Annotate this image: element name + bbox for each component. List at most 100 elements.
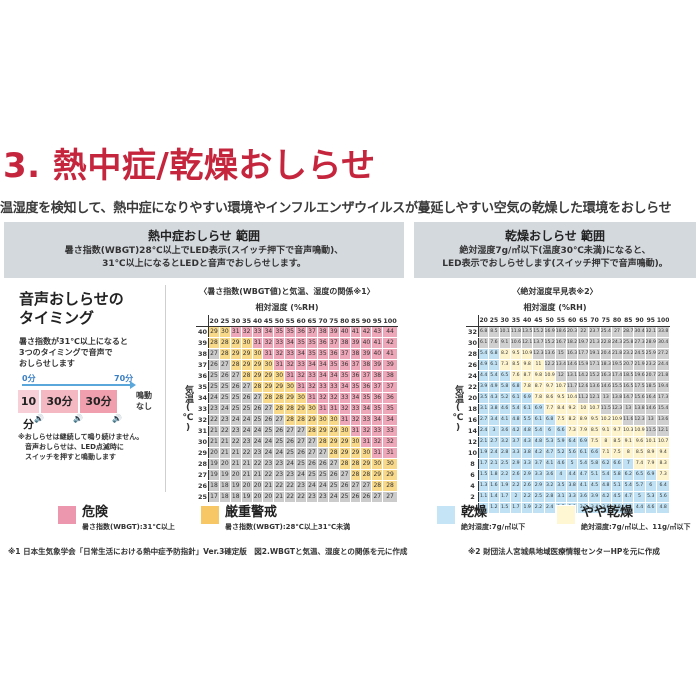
table-cell: 35 bbox=[306, 348, 318, 360]
table-cell: 4.5 bbox=[610, 491, 624, 503]
table-cell: 28 bbox=[349, 458, 362, 470]
humidity-header: 30 bbox=[498, 315, 511, 327]
table-cell: 3.4 bbox=[488, 414, 500, 426]
table-cell: 28 bbox=[316, 436, 329, 448]
table-cell: 35 bbox=[316, 348, 329, 360]
table-cell: 36 bbox=[371, 392, 384, 404]
table-cell: 37 bbox=[338, 348, 351, 360]
humidity-header: 55 bbox=[554, 315, 568, 327]
table-cell: 12.6 bbox=[577, 381, 590, 393]
table-cell: 3.6 bbox=[577, 491, 590, 503]
table-cell: 35 bbox=[327, 359, 340, 371]
legend-danger-label: 危険 bbox=[82, 505, 109, 520]
table-cell: 16.4 bbox=[644, 392, 657, 404]
timeline-box-1: 10分 bbox=[18, 390, 40, 431]
dry-panel-title: 乾燥おしらせ 範囲 bbox=[505, 229, 605, 243]
table-cell: 10.4 bbox=[565, 392, 579, 404]
table-cell: 20.3 bbox=[565, 326, 579, 338]
table-cell: 4.4 bbox=[565, 469, 579, 481]
table-cell: 28.9 bbox=[644, 337, 657, 349]
table-cell: 32 bbox=[295, 370, 308, 382]
table-cell: 27 bbox=[273, 414, 286, 426]
table-cell: 26 bbox=[273, 425, 286, 437]
table-cell: 22 bbox=[262, 469, 275, 481]
table-cell: 21 bbox=[229, 447, 242, 459]
table-cell: 38 bbox=[338, 337, 351, 349]
table-cell: 32 bbox=[316, 392, 329, 404]
temperature-header: 6 bbox=[466, 469, 479, 481]
table-cell: 23.2 bbox=[644, 359, 657, 371]
table-cell: 13.8 bbox=[633, 403, 646, 415]
table-cell: 2.4 bbox=[543, 502, 556, 514]
table-cell: 29 bbox=[338, 436, 351, 448]
humidity-header: 25 bbox=[218, 315, 231, 327]
table-cell: 7.1 bbox=[599, 447, 612, 459]
table-row: 32 6.8 8.5 10.1 11.8 13.5 15.2 16.9 18.6 20.3 22 23… bbox=[466, 326, 671, 338]
table-cell: 19.6 bbox=[633, 370, 646, 382]
humidity-header: 65 bbox=[306, 315, 318, 327]
table-cell: 28 bbox=[284, 403, 297, 415]
table-cell: 30 bbox=[360, 447, 373, 459]
table-cell: 18.3 bbox=[599, 359, 612, 371]
table-cell: 2.8 bbox=[498, 447, 511, 459]
table-cell: 7 bbox=[622, 458, 635, 470]
table-cell: 2.9 bbox=[532, 480, 545, 492]
table-cell: 4.8 bbox=[532, 436, 545, 448]
temperature-header: 10 bbox=[466, 447, 479, 459]
table-cell: 33 bbox=[251, 326, 264, 338]
heat-panel-desc-2: 31℃以上になるとLEDと音声でおしらせします。 bbox=[102, 259, 306, 269]
table-cell: 6.1 bbox=[509, 392, 523, 404]
table-cell: 7.9 bbox=[577, 425, 590, 437]
table-cell: 7.5 bbox=[610, 447, 624, 459]
table-cell: 27 bbox=[262, 403, 275, 415]
table-cell: 27.2 bbox=[655, 348, 671, 360]
table-cell: 36 bbox=[327, 348, 340, 360]
table-cell: 28 bbox=[218, 337, 231, 349]
table-cell: 9.4 bbox=[655, 447, 671, 459]
table-cell: 27 bbox=[218, 359, 231, 371]
table-cell: 13.8 bbox=[610, 392, 624, 404]
table-cell: 4.5 bbox=[588, 480, 601, 492]
table-cell: 5.6 bbox=[655, 491, 671, 503]
table-cell: 3.6 bbox=[599, 502, 612, 514]
table-cell: 25 bbox=[316, 469, 329, 481]
table-cell: 22 bbox=[295, 491, 308, 503]
table-cell: 5.3 bbox=[543, 436, 556, 448]
legend-warn-swatch bbox=[200, 505, 220, 525]
table-cell: 10.1 bbox=[644, 436, 657, 448]
table-cell: 21 bbox=[218, 436, 231, 448]
voice-title-2: タイミング bbox=[19, 309, 95, 327]
table-cell: 12.2 bbox=[543, 359, 556, 371]
table-cell: 36 bbox=[360, 381, 373, 393]
table-cell: 25.4 bbox=[599, 326, 612, 338]
table-cell: 9.1 bbox=[599, 425, 612, 437]
table-cell: 24.3 bbox=[610, 337, 624, 349]
table-cell: 23 bbox=[273, 458, 286, 470]
table-cell: 34 bbox=[360, 403, 373, 415]
table-cell: 40 bbox=[360, 337, 373, 349]
table-cell: 15.5 bbox=[610, 381, 624, 393]
table-cell: 21 bbox=[208, 425, 220, 437]
table-cell: 32.1 bbox=[644, 326, 657, 338]
humidity-header: 60 bbox=[295, 315, 308, 327]
table-cell: 32 bbox=[284, 359, 297, 371]
dry-panel-desc-1: 絶対湿度7g/㎥以下(温度30℃未満)になると、 bbox=[459, 246, 651, 256]
temperature-header: 28 bbox=[466, 348, 479, 360]
table-cell: 28.7 bbox=[622, 326, 635, 338]
table-cell: 24 bbox=[251, 425, 264, 437]
table-cell: 31 bbox=[262, 348, 275, 360]
table-cell: 27 bbox=[338, 469, 351, 481]
table-cell: 32 bbox=[273, 348, 286, 360]
table-cell: 29 bbox=[327, 436, 340, 448]
humidity-header: 50 bbox=[273, 315, 286, 327]
table-row: 30 6.1 7.6 9.1 10.6 12.1 13.7 15.2 16.7 18.2 19.7 2… bbox=[466, 337, 671, 349]
table-cell: 28 bbox=[262, 392, 275, 404]
table-cell: 9.5 bbox=[509, 348, 523, 360]
table-cell: 25 bbox=[208, 370, 220, 382]
temperature-header: 18 bbox=[466, 403, 479, 415]
table-row: 25 17 18 18 19 20 20 21 22 22 23 23 24 25 26 26 27 27 bbox=[196, 491, 398, 503]
table-cell: 23 bbox=[295, 480, 308, 492]
table-cell: 31 bbox=[360, 436, 373, 448]
table-cell: 10.6 bbox=[509, 337, 523, 349]
table-cell: 26 bbox=[338, 480, 351, 492]
